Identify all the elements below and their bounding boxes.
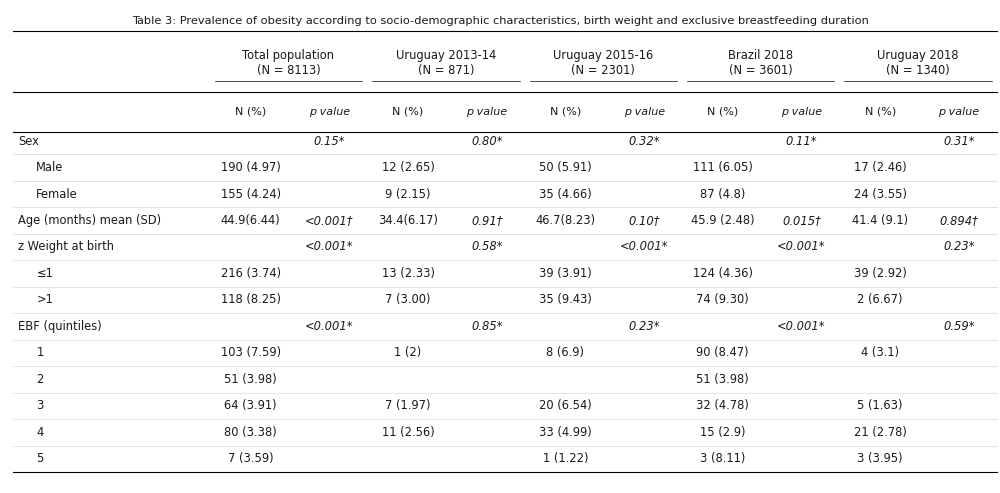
- Text: 3: 3: [36, 399, 44, 412]
- Text: 13 (2.33): 13 (2.33): [382, 267, 435, 280]
- Text: 1: 1: [36, 347, 44, 359]
- Text: Uruguay 2018
(N = 1340): Uruguay 2018 (N = 1340): [877, 49, 959, 77]
- Text: 87 (4.8): 87 (4.8): [700, 187, 745, 201]
- Text: 50 (5.91): 50 (5.91): [539, 161, 592, 174]
- Text: 80 (3.38): 80 (3.38): [224, 426, 277, 439]
- Text: 41.4 (9.1): 41.4 (9.1): [852, 214, 908, 227]
- Text: 216 (3.74): 216 (3.74): [221, 267, 281, 280]
- Text: 0.23*: 0.23*: [943, 241, 975, 253]
- Text: N (%): N (%): [550, 106, 581, 117]
- Text: 90 (8.47): 90 (8.47): [696, 347, 749, 359]
- Text: 1 (2): 1 (2): [394, 347, 422, 359]
- Text: 7 (3.00): 7 (3.00): [385, 293, 431, 307]
- Text: Total population
(N = 8113): Total population (N = 8113): [242, 49, 334, 77]
- Text: 0.11*: 0.11*: [786, 135, 817, 147]
- Text: 12 (2.65): 12 (2.65): [382, 161, 435, 174]
- Text: p value: p value: [781, 106, 822, 117]
- Text: 15 (2.9): 15 (2.9): [700, 426, 746, 439]
- Text: 3 (8.11): 3 (8.11): [700, 452, 745, 465]
- Text: p value: p value: [466, 106, 507, 117]
- Text: <0.001†: <0.001†: [305, 214, 354, 227]
- Text: ≤1: ≤1: [36, 267, 53, 280]
- Text: <0.001*: <0.001*: [777, 320, 826, 333]
- Text: 8 (6.9): 8 (6.9): [546, 347, 584, 359]
- Text: N (%): N (%): [235, 106, 266, 117]
- Text: >1: >1: [36, 293, 53, 307]
- Text: Table 3: Prevalence of obesity according to socio-demographic characteristics, b: Table 3: Prevalence of obesity according…: [132, 16, 868, 26]
- Text: 0.32*: 0.32*: [628, 135, 660, 147]
- Text: 9 (2.15): 9 (2.15): [385, 187, 431, 201]
- Text: 32 (4.78): 32 (4.78): [696, 399, 749, 412]
- Text: 0.10†: 0.10†: [628, 214, 660, 227]
- Text: EBF (quintiles): EBF (quintiles): [18, 320, 102, 333]
- Text: Sex: Sex: [18, 135, 39, 147]
- Text: 39 (2.92): 39 (2.92): [854, 267, 907, 280]
- Text: 46.7(8.23): 46.7(8.23): [535, 214, 596, 227]
- Text: 0.59*: 0.59*: [943, 320, 975, 333]
- Text: 35 (9.43): 35 (9.43): [539, 293, 592, 307]
- Text: N (%): N (%): [865, 106, 896, 117]
- Text: <0.001*: <0.001*: [305, 241, 354, 253]
- Text: 7 (3.59): 7 (3.59): [228, 452, 274, 465]
- Text: Uruguay 2013-14
(N = 871): Uruguay 2013-14 (N = 871): [396, 49, 496, 77]
- Text: 11 (2.56): 11 (2.56): [382, 426, 434, 439]
- Text: 3 (3.95): 3 (3.95): [857, 452, 903, 465]
- Text: 0.23*: 0.23*: [628, 320, 660, 333]
- Text: 44.9(6.44): 44.9(6.44): [221, 214, 281, 227]
- Text: 34.4(6.17): 34.4(6.17): [378, 214, 438, 227]
- Text: 39 (3.91): 39 (3.91): [539, 267, 592, 280]
- Text: Male: Male: [36, 161, 64, 174]
- Text: 64 (3.91): 64 (3.91): [224, 399, 277, 412]
- Text: p value: p value: [309, 106, 350, 117]
- Text: 0.58*: 0.58*: [471, 241, 503, 253]
- Text: Uruguay 2015-16
(N = 2301): Uruguay 2015-16 (N = 2301): [553, 49, 653, 77]
- Text: 111 (6.05): 111 (6.05): [693, 161, 753, 174]
- Text: 0.015†: 0.015†: [782, 214, 821, 227]
- Text: Brazil 2018
(N = 3601): Brazil 2018 (N = 3601): [728, 49, 793, 77]
- Text: 0.85*: 0.85*: [471, 320, 503, 333]
- Text: 17 (2.46): 17 (2.46): [854, 161, 907, 174]
- Text: 21 (2.78): 21 (2.78): [854, 426, 907, 439]
- Text: 2 (6.67): 2 (6.67): [857, 293, 903, 307]
- Text: 5 (1.63): 5 (1.63): [857, 399, 903, 412]
- Text: 190 (4.97): 190 (4.97): [221, 161, 281, 174]
- Text: 4: 4: [36, 426, 44, 439]
- Text: <0.001*: <0.001*: [620, 241, 668, 253]
- Text: 124 (4.36): 124 (4.36): [693, 267, 753, 280]
- Text: Female: Female: [36, 187, 78, 201]
- Text: Age (months) mean (SD): Age (months) mean (SD): [18, 214, 161, 227]
- Text: N (%): N (%): [392, 106, 424, 117]
- Text: 2: 2: [36, 373, 44, 386]
- Text: 7 (1.97): 7 (1.97): [385, 399, 431, 412]
- Text: 155 (4.24): 155 (4.24): [221, 187, 281, 201]
- Text: z Weight at birth: z Weight at birth: [18, 241, 114, 253]
- Text: 5: 5: [36, 452, 44, 465]
- Text: 0.80*: 0.80*: [471, 135, 503, 147]
- Text: p value: p value: [624, 106, 665, 117]
- Text: 51 (3.98): 51 (3.98): [224, 373, 277, 386]
- Text: <0.001*: <0.001*: [777, 241, 826, 253]
- Text: 33 (4.99): 33 (4.99): [539, 426, 592, 439]
- Text: 103 (7.59): 103 (7.59): [221, 347, 281, 359]
- Text: 0.91†: 0.91†: [471, 214, 503, 227]
- Text: 51 (3.98): 51 (3.98): [696, 373, 749, 386]
- Text: 0.894†: 0.894†: [939, 214, 978, 227]
- Text: 20 (6.54): 20 (6.54): [539, 399, 592, 412]
- Text: <0.001*: <0.001*: [305, 320, 354, 333]
- Text: 35 (4.66): 35 (4.66): [539, 187, 592, 201]
- Text: 45.9 (2.48): 45.9 (2.48): [691, 214, 755, 227]
- Text: 118 (8.25): 118 (8.25): [221, 293, 281, 307]
- Text: 0.15*: 0.15*: [314, 135, 345, 147]
- Text: 24 (3.55): 24 (3.55): [854, 187, 907, 201]
- Text: 4 (3.1): 4 (3.1): [861, 347, 899, 359]
- Text: p value: p value: [938, 106, 979, 117]
- Text: N (%): N (%): [707, 106, 738, 117]
- Text: 74 (9.30): 74 (9.30): [696, 293, 749, 307]
- Text: 1 (1.22): 1 (1.22): [543, 452, 588, 465]
- Text: 0.31*: 0.31*: [943, 135, 975, 147]
